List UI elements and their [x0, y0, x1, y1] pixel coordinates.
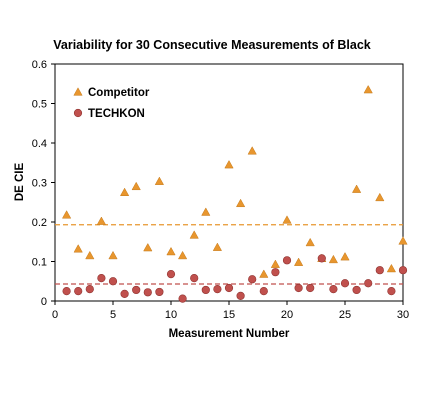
techkon-point: [294, 283, 303, 293]
x-tick-label: 10: [165, 309, 177, 321]
y-tick-label: 0.2: [32, 217, 47, 229]
techkon-point: [340, 279, 350, 288]
competitor-point: [270, 259, 281, 268]
y-tick-label: 0.3: [32, 178, 47, 190]
techkon-point: [108, 277, 118, 286]
y-tick-label: 0.1: [32, 257, 47, 269]
legend-marker-techkon: [73, 108, 83, 118]
competitor-point: [235, 198, 246, 208]
techkon-point: [375, 266, 384, 275]
techkon-point: [306, 283, 315, 293]
techkon-point: [317, 254, 326, 263]
competitor-point: [189, 230, 199, 239]
x-tick-label: 20: [281, 309, 293, 321]
techkon-point: [259, 287, 268, 296]
competitor-point: [305, 237, 315, 247]
techkon-point: [364, 279, 373, 288]
legend-marker-competitor: [73, 87, 83, 96]
competitor-point: [85, 250, 95, 260]
techkon-point: [213, 285, 222, 294]
competitor-point: [328, 254, 339, 264]
y-axis: 0 0.1 0.2 0.3 0.4 0.5 0.6: [32, 59, 55, 308]
techkon-point: [398, 266, 408, 275]
techkon-point: [352, 285, 361, 295]
y-tick-label: 0.4: [32, 138, 47, 150]
competitor-point: [340, 252, 350, 261]
legend: Competitor TECHKON: [73, 87, 150, 120]
techkon-point: [236, 291, 245, 300]
techkon-point: [120, 289, 129, 298]
techkon-point: [74, 287, 83, 296]
competitor-point: [131, 181, 141, 191]
competitor-point: [293, 257, 304, 266]
x-tick-label: 0: [52, 309, 58, 321]
x-tick-label: 25: [339, 309, 351, 321]
competitor-point: [108, 250, 118, 260]
competitor-point: [166, 246, 176, 256]
techkon-point: [62, 287, 71, 296]
techkon-point: [248, 275, 257, 284]
x-axis: 0 5 10 15 20 25 30: [52, 301, 409, 321]
competitor-point: [375, 192, 385, 202]
competitor-point: [96, 216, 107, 225]
techkon-point: [271, 268, 280, 277]
competitor-point: [73, 244, 83, 253]
competitor-point: [259, 269, 269, 278]
y-axis-label: DE CIE: [14, 163, 26, 202]
techkon-point: [282, 256, 292, 265]
techkon-point: [97, 273, 106, 283]
techkon-point: [178, 294, 187, 303]
techkon-point: [143, 288, 152, 297]
chart-title: Variability for 30 Consecutive Measureme…: [53, 38, 371, 52]
techkon-point: [387, 287, 396, 296]
x-tick-label: 30: [397, 309, 409, 321]
x-axis-label: Measurement Number: [169, 328, 290, 340]
techkon-point: [166, 270, 176, 279]
competitor-point: [386, 263, 397, 273]
competitor-point: [61, 210, 72, 219]
legend-label-techkon: TECHKON: [88, 108, 145, 120]
competitor-point: [154, 176, 165, 185]
competitor-point: [119, 187, 130, 196]
competitor-point: [363, 84, 373, 94]
x-tick-label: 15: [223, 309, 235, 321]
plot-area: [54, 63, 404, 302]
techkon-point: [329, 285, 338, 294]
techkon-point: [224, 283, 234, 293]
y-tick-label: 0: [41, 296, 47, 308]
series-techkon: [62, 254, 408, 303]
techkon-point: [155, 287, 164, 297]
competitor-point: [398, 236, 408, 245]
y-tick-label: 0.5: [32, 99, 47, 111]
competitor-point: [143, 242, 153, 252]
techkon-point: [190, 273, 199, 283]
techkon-point: [201, 285, 210, 295]
competitor-point: [282, 215, 292, 224]
competitor-point: [201, 207, 211, 216]
competitor-point: [212, 242, 223, 251]
competitor-point: [247, 146, 257, 155]
y-tick-label: 0.6: [32, 59, 47, 71]
data-points: [61, 84, 408, 303]
x-tick-label: 5: [110, 309, 116, 321]
competitor-point: [351, 184, 362, 193]
techkon-point: [85, 285, 94, 294]
legend-label-competitor: Competitor: [88, 87, 150, 99]
competitor-point: [224, 160, 234, 169]
techkon-point: [132, 285, 141, 295]
competitor-point: [177, 250, 188, 260]
